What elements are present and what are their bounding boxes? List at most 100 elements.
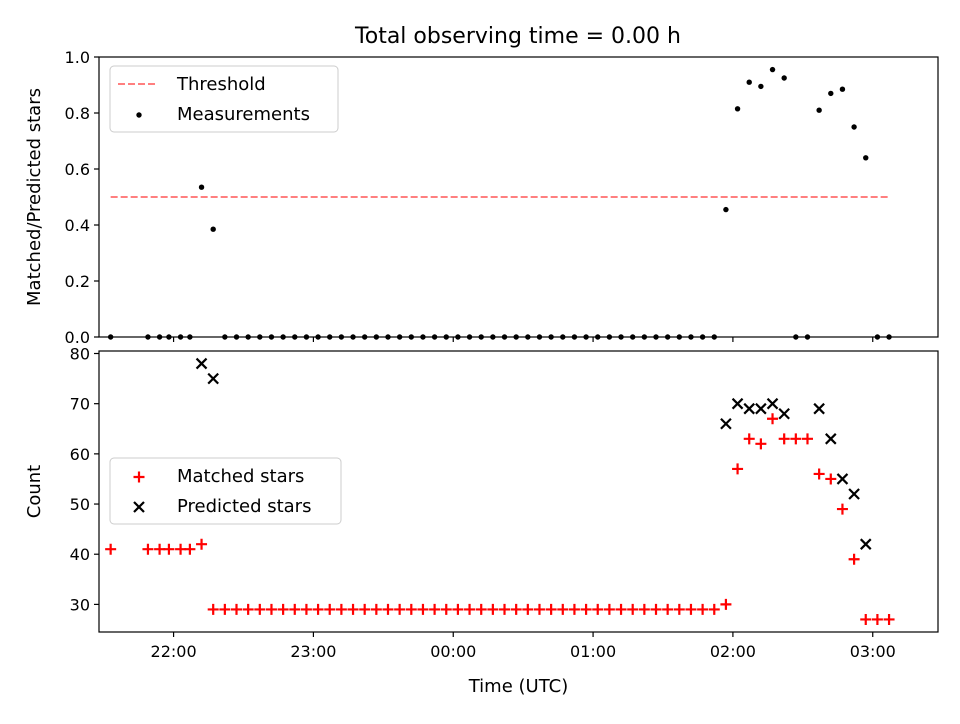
data-point xyxy=(142,543,154,555)
data-point xyxy=(860,613,872,625)
data-point xyxy=(813,468,825,480)
data-point xyxy=(195,357,208,370)
data-point xyxy=(580,603,592,615)
data-point xyxy=(638,603,650,615)
x-tick-label: 03:00 xyxy=(850,642,896,661)
data-point xyxy=(207,603,219,615)
data-point xyxy=(662,603,674,615)
data-point xyxy=(429,603,441,615)
data-point xyxy=(196,538,208,550)
data-point xyxy=(533,603,545,615)
data-point xyxy=(184,543,196,555)
data-point xyxy=(825,473,837,485)
series-matched-stars xyxy=(105,413,895,625)
data-point xyxy=(627,603,639,615)
data-point xyxy=(836,473,849,485)
data-point xyxy=(731,397,744,410)
legend-item-threshold: Threshold xyxy=(118,74,266,95)
data-point xyxy=(277,603,289,615)
chart-panel-1: 0.0 0.2 0.4 0.6 0.8 1.0 Matched/Predicted star… xyxy=(24,48,939,347)
data-point xyxy=(848,488,860,500)
legend-label: Threshold xyxy=(176,74,266,95)
y-tick-label: 0.8 xyxy=(65,104,90,123)
y-tick-label: 70 xyxy=(70,395,90,414)
data-point xyxy=(568,603,580,615)
data-point xyxy=(755,438,767,450)
data-point xyxy=(452,603,464,615)
data-point xyxy=(708,603,720,615)
y-axis-label: Matched/Predicted stars xyxy=(24,88,45,306)
plot-frame xyxy=(98,350,939,633)
data-point xyxy=(219,603,231,615)
data-point xyxy=(510,603,522,615)
data-point xyxy=(198,184,205,190)
data-point xyxy=(370,603,382,615)
data-point xyxy=(154,543,166,555)
legend-label: Measurements xyxy=(177,104,310,125)
data-point xyxy=(405,603,417,615)
data-point xyxy=(231,603,243,615)
data-point xyxy=(871,613,883,625)
data-point xyxy=(545,603,557,615)
data-point xyxy=(210,226,216,232)
data-point xyxy=(758,83,764,90)
data-point xyxy=(254,603,266,615)
data-point xyxy=(522,603,534,615)
data-point xyxy=(746,79,752,85)
data-point xyxy=(816,107,822,113)
data-point xyxy=(825,433,837,445)
data-point xyxy=(615,603,627,615)
data-point xyxy=(697,603,709,615)
plot-frame xyxy=(98,56,939,338)
legend-item-matched-stars: Matched stars xyxy=(133,466,304,487)
y-tick-label: 1.0 xyxy=(65,48,90,67)
legend: Threshold Measurements xyxy=(109,65,339,133)
legend-swatch xyxy=(133,501,145,513)
legend-label: Predicted stars xyxy=(177,496,311,517)
x-tick-label: 00:00 xyxy=(430,642,476,661)
data-point xyxy=(347,603,359,615)
data-point xyxy=(723,206,729,213)
y-tick-label: 60 xyxy=(70,445,90,464)
y-tick-label: 40 xyxy=(70,545,90,564)
data-point xyxy=(720,417,732,430)
data-point xyxy=(859,538,872,550)
data-point xyxy=(743,402,756,415)
data-point xyxy=(836,503,848,515)
data-point xyxy=(767,413,779,425)
data-point xyxy=(732,463,744,475)
legend-label: Matched stars xyxy=(177,466,304,487)
data-point xyxy=(499,603,511,615)
data-point xyxy=(851,124,857,130)
y-tick-label: 0.0 xyxy=(65,328,90,347)
data-point xyxy=(592,603,604,615)
data-point xyxy=(863,155,869,161)
data-point xyxy=(766,397,779,410)
data-point xyxy=(673,603,685,615)
legend-swatch xyxy=(136,112,142,118)
y-tick-label: 0.6 xyxy=(65,160,90,179)
y-tick-label: 0.4 xyxy=(65,216,90,235)
data-point xyxy=(839,86,846,92)
data-point xyxy=(440,603,452,615)
series-predicted-stars xyxy=(195,357,872,550)
x-tick-label: 02:00 xyxy=(710,642,756,661)
data-point xyxy=(755,402,767,415)
legend-item-measurements: Measurements xyxy=(136,104,310,125)
y-tick-label: 30 xyxy=(70,595,90,614)
data-point xyxy=(743,433,755,445)
data-point xyxy=(720,598,732,610)
data-point xyxy=(778,407,790,420)
data-point xyxy=(487,603,499,615)
data-point xyxy=(300,603,312,615)
data-point xyxy=(650,603,662,615)
x-tick-label: 23:00 xyxy=(290,642,336,661)
data-point xyxy=(781,75,787,81)
data-point xyxy=(848,553,860,565)
data-point xyxy=(464,603,476,615)
data-point xyxy=(163,543,175,555)
data-point xyxy=(207,372,219,385)
data-point xyxy=(603,603,615,615)
